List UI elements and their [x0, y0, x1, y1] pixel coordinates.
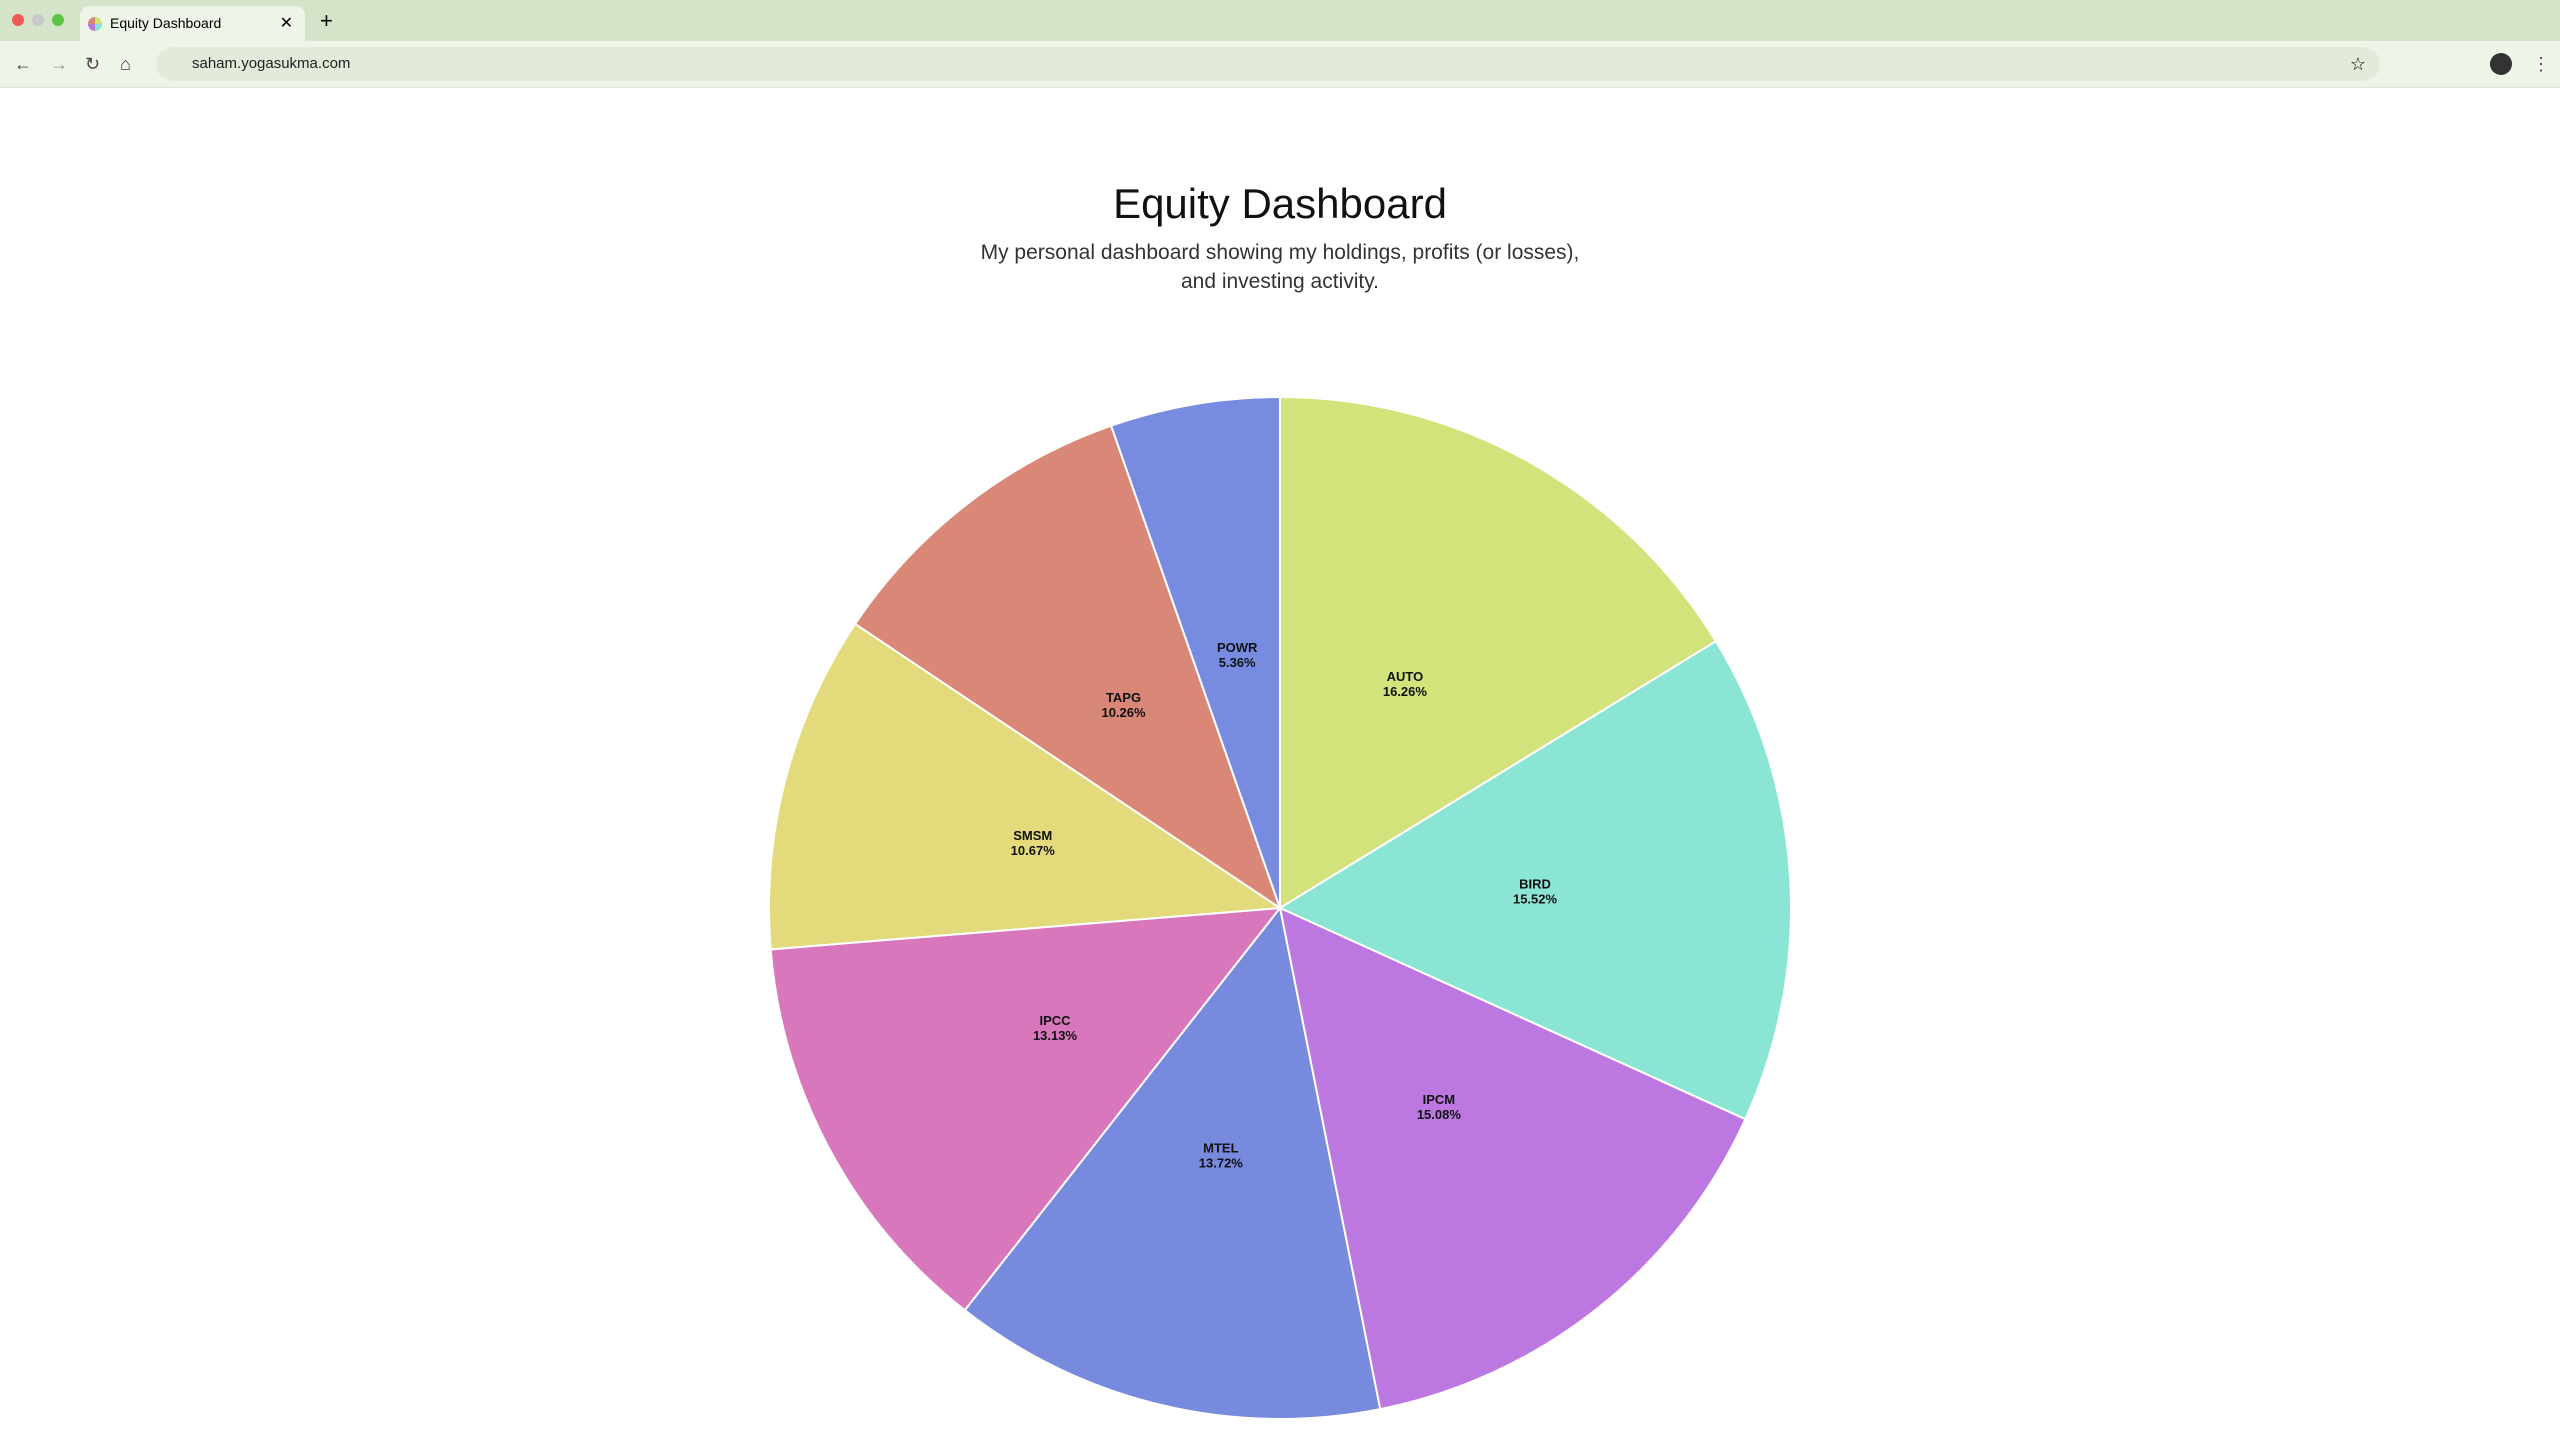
reload[interactable]: ↻ [85, 54, 101, 74]
tab-title: Equity Dashboard [110, 15, 222, 31]
slice-label: SMSM [1013, 828, 1052, 843]
slice-value-label: 15.08% [1417, 1107, 1462, 1122]
minimize-window[interactable] [32, 14, 44, 26]
pie-slice [1278, 906, 1747, 1411]
page-subtitle: My personal dashboard showing my holding… [980, 241, 1580, 293]
slice-value-label: 13.72% [1199, 1156, 1244, 1171]
back[interactable]: ← [14, 54, 32, 74]
slice-value-label: 16.26% [1383, 684, 1428, 699]
slice-label: MTEL [1203, 1141, 1238, 1156]
tab-close[interactable]: ✕ [279, 15, 293, 32]
tab-bar: Equity Dashboard ✕ + [0, 0, 2560, 41]
slice-value-label: 5.36% [1219, 655, 1256, 670]
bookmark[interactable]: ☆ [2349, 54, 2366, 74]
pie-slice [1277, 639, 1792, 1121]
profile[interactable] [2490, 53, 2512, 75]
slice-value-label: 10.67% [1011, 843, 1056, 858]
home[interactable]: ⌂ [120, 54, 131, 74]
slice-label: IPCC [1039, 1013, 1071, 1028]
pie-slice [853, 424, 1282, 911]
pie-slice [963, 905, 1382, 1420]
tab[interactable]: Equity Dashboard ✕ [80, 6, 305, 41]
pie-slice [1279, 395, 1718, 910]
forward[interactable]: → [50, 54, 68, 74]
slice-value-label: 10.26% [1101, 705, 1146, 720]
slice-label: TAPG [1106, 690, 1141, 705]
pie-slice [768, 622, 1283, 951]
address-bar[interactable]: saham.yogasukma.com ☆ [156, 47, 2380, 81]
slice-label: IPCM [1423, 1092, 1456, 1107]
pie-slice [1109, 395, 1281, 909]
favicon [88, 17, 102, 31]
url: saham.yogasukma.com [192, 55, 351, 72]
menu[interactable]: ⋮ [2532, 54, 2550, 74]
slice-label: POWR [1217, 640, 1258, 655]
slice-value-label: 13.13% [1033, 1028, 1078, 1043]
slice-label: AUTO [1387, 669, 1424, 684]
slice-value-label: 15.52% [1513, 891, 1558, 906]
pie-slice [769, 906, 1283, 1312]
toolbar: ← → ↻ ⌂ saham.yogasukma.com ☆ ⋮ [0, 41, 2560, 88]
slice-label: BIRD [1519, 876, 1551, 891]
new-tab[interactable]: + [320, 8, 333, 33]
maximize-window[interactable] [52, 14, 64, 26]
close-window[interactable] [12, 14, 24, 26]
page-title: Equity Dashboard [1113, 180, 1447, 227]
